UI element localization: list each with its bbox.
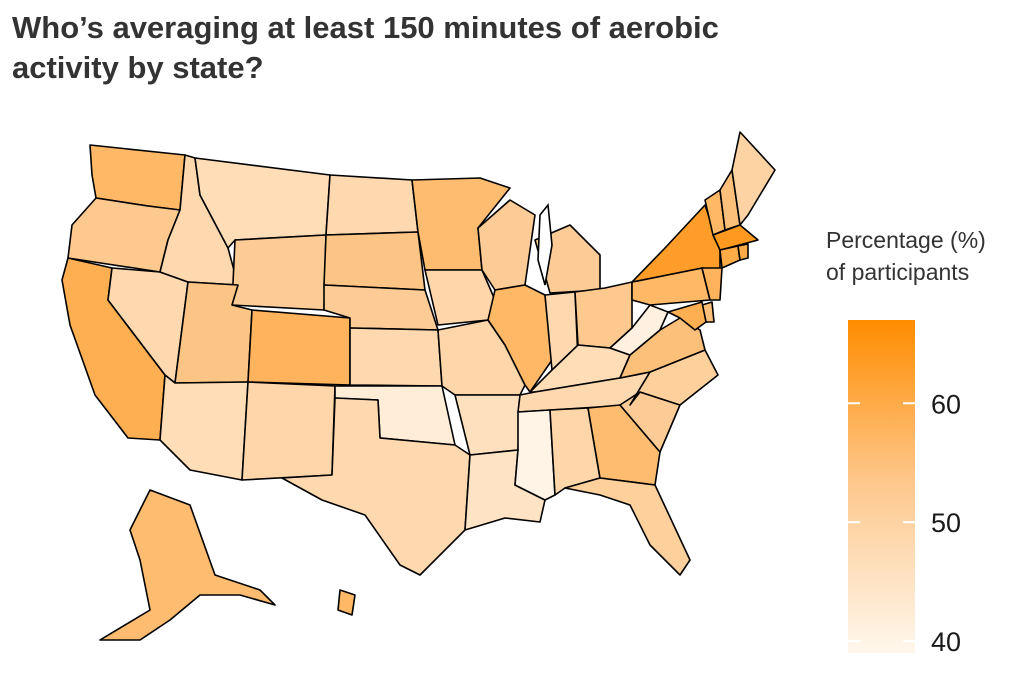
state-arizona <box>159 374 249 481</box>
state-maryland <box>667 301 707 331</box>
state-alaska <box>99 489 276 641</box>
state-wyoming <box>231 234 327 311</box>
state-iowa <box>424 269 496 326</box>
state-florida <box>564 477 691 576</box>
color-legend: 40 50 60 <box>848 320 961 657</box>
legend-tick-label: 40 <box>931 627 961 657</box>
legend-title-line2: of participants <box>826 259 970 285</box>
state-new-jersey <box>701 267 723 301</box>
state-colorado <box>247 309 351 386</box>
us-state-map <box>61 131 776 641</box>
legend-title-line1: Percentage (%) <box>826 227 986 253</box>
state-north-dakota <box>325 174 419 236</box>
state-massachusetts <box>712 224 759 251</box>
state-rhode-island <box>737 243 749 261</box>
lake-michigan <box>537 202 553 286</box>
state-virginia <box>619 317 706 379</box>
state-south-dakota <box>323 231 426 291</box>
state-arkansas <box>454 394 521 456</box>
legend-color-bar <box>848 320 915 653</box>
state-georgia <box>587 404 661 486</box>
state-connecticut <box>719 245 741 269</box>
state-maine <box>731 131 776 226</box>
state-kansas <box>349 327 443 387</box>
legend-tick-label: 50 <box>931 508 961 538</box>
state-hawaii <box>337 589 356 616</box>
state-mississippi <box>514 409 556 501</box>
state-new-mexico <box>241 381 336 481</box>
map-title: Who’s averaging at least 150 minutes of … <box>12 10 719 85</box>
legend-tick-label: 60 <box>931 389 961 419</box>
legend-title: Percentage (%) of participants <box>826 224 1022 288</box>
